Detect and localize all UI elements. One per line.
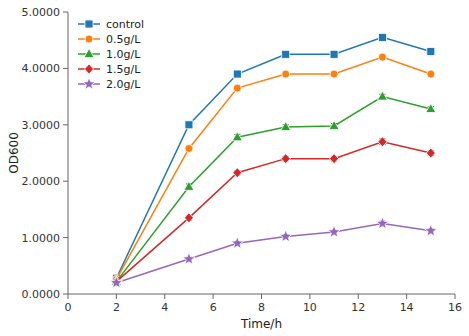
data-point bbox=[378, 33, 386, 41]
x-tick-label: 2 bbox=[113, 301, 120, 314]
y-axis-label: OD600 bbox=[7, 132, 21, 174]
series bbox=[112, 53, 434, 283]
x-tick bbox=[164, 294, 165, 299]
x-tick bbox=[309, 294, 310, 299]
series bbox=[112, 33, 434, 282]
x-tick-label: 14 bbox=[400, 301, 414, 314]
y-tick bbox=[63, 12, 68, 13]
legend-item: 1.0g/L bbox=[78, 48, 141, 61]
data-point bbox=[185, 121, 193, 129]
legend-item: control bbox=[78, 18, 144, 31]
legend-item: 2.0g/L bbox=[78, 78, 141, 92]
x-tick-label: 12 bbox=[351, 301, 365, 314]
data-point bbox=[231, 237, 243, 249]
data-point bbox=[427, 70, 435, 78]
x-tick-label: 4 bbox=[161, 301, 168, 314]
y-tick bbox=[63, 237, 68, 238]
data-point bbox=[377, 91, 387, 100]
y-axis-line bbox=[68, 12, 69, 294]
series-line bbox=[116, 224, 430, 283]
y-tick bbox=[63, 181, 68, 182]
data-point bbox=[282, 70, 290, 78]
x-tick bbox=[261, 294, 262, 299]
data-point bbox=[281, 154, 290, 164]
series-line bbox=[116, 57, 430, 279]
x-tick bbox=[68, 294, 69, 299]
data-point bbox=[328, 225, 340, 237]
legend-marker bbox=[85, 64, 94, 74]
x-tick bbox=[116, 294, 117, 299]
x-tick-label: 16 bbox=[448, 301, 462, 314]
y-tick-label: 1.0000 bbox=[22, 232, 61, 245]
legend-marker bbox=[85, 20, 93, 28]
data-point bbox=[233, 84, 241, 92]
data-point bbox=[425, 224, 437, 236]
data-point bbox=[233, 168, 242, 178]
series bbox=[111, 91, 435, 285]
chart: 0 2 4 6 8 10 12 14 16 0.0000 1.0000 2.0000 3.0000 4.0… bbox=[0, 0, 469, 336]
axes: 0 2 4 6 8 10 12 14 16 0.0000 1.0000 2.0000 3.0000 4.0… bbox=[22, 6, 463, 314]
legend-label: 1.5g/L bbox=[106, 63, 141, 76]
data-point bbox=[281, 122, 291, 131]
x-tick bbox=[455, 294, 456, 299]
y-tick bbox=[63, 124, 68, 125]
y-tick-label: 0.0000 bbox=[22, 288, 61, 301]
data-point bbox=[330, 154, 339, 164]
data-point bbox=[110, 276, 122, 288]
data-point bbox=[232, 132, 242, 141]
y-tick bbox=[63, 294, 68, 295]
legend-marker bbox=[85, 35, 93, 43]
y-tick-label: 4.0000 bbox=[22, 62, 61, 75]
y-tick-label: 2.0000 bbox=[22, 175, 61, 188]
series-line bbox=[116, 37, 430, 278]
data-point bbox=[184, 181, 194, 190]
data-point bbox=[330, 70, 338, 78]
y-tick bbox=[63, 68, 68, 69]
data-point bbox=[330, 50, 338, 58]
legend-label: control bbox=[106, 18, 144, 31]
y-tick-label: 3.0000 bbox=[22, 119, 61, 132]
data-point bbox=[376, 217, 388, 229]
series bbox=[110, 217, 437, 288]
legend: control 0.5g/L 1.0g/L 1.5g/L 2.0g/L bbox=[78, 18, 144, 91]
data-point bbox=[185, 144, 193, 152]
x-tick-label: 0 bbox=[65, 301, 72, 314]
y-tick-label: 5.0000 bbox=[22, 6, 61, 19]
plot-area bbox=[110, 33, 437, 288]
legend-label: 0.5g/L bbox=[106, 33, 141, 46]
data-point bbox=[184, 213, 193, 223]
data-point bbox=[378, 137, 387, 147]
data-point bbox=[280, 230, 292, 242]
legend-item: 0.5g/L bbox=[78, 33, 141, 46]
x-tick bbox=[213, 294, 214, 299]
data-point bbox=[233, 70, 241, 78]
x-axis-label: Time/h bbox=[240, 317, 282, 331]
x-tick-label: 8 bbox=[258, 301, 265, 314]
x-tick bbox=[358, 294, 359, 299]
series-line bbox=[116, 97, 430, 282]
x-tick-label: 10 bbox=[303, 301, 317, 314]
legend-marker bbox=[84, 49, 94, 58]
data-point bbox=[378, 53, 386, 61]
data-point bbox=[426, 104, 436, 113]
legend-label: 2.0g/L bbox=[106, 78, 141, 91]
data-point bbox=[329, 120, 339, 129]
legend-marker bbox=[83, 78, 95, 90]
data-point bbox=[183, 253, 195, 265]
legend-item: 1.5g/L bbox=[78, 63, 141, 76]
data-point bbox=[426, 148, 435, 158]
series-line bbox=[116, 142, 430, 282]
legend-label: 1.0g/L bbox=[106, 48, 141, 61]
series bbox=[112, 137, 435, 287]
data-point bbox=[282, 50, 290, 58]
x-tick-label: 6 bbox=[210, 301, 217, 314]
data-point bbox=[427, 47, 435, 55]
x-tick bbox=[406, 294, 407, 299]
